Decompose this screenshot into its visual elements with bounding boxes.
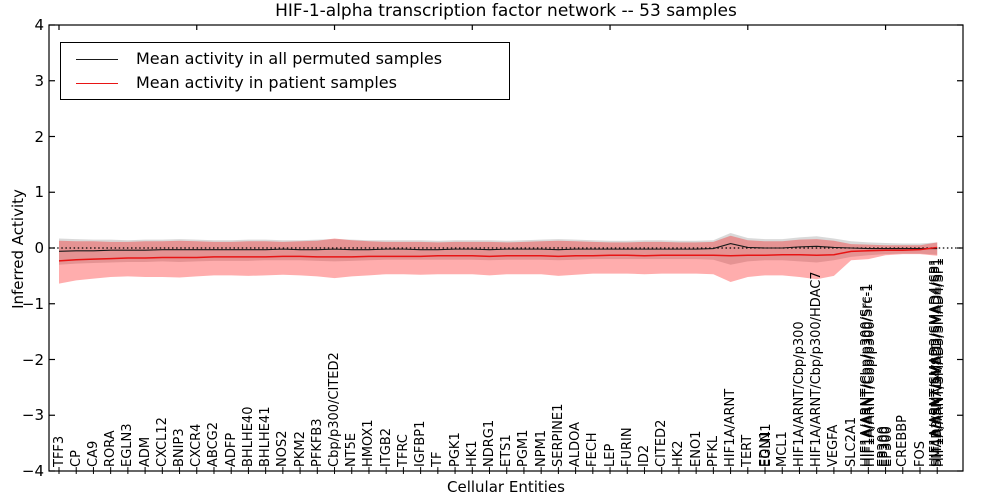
x-tick-label: FECH — [585, 432, 601, 467]
x-tick-label: RORA — [103, 430, 119, 467]
confidence-band — [59, 235, 938, 284]
x-tick-label: EGLN3 — [120, 423, 136, 467]
x-tick-label: PGK1 — [447, 432, 463, 467]
y-tick-label: 0 — [34, 239, 44, 257]
y-tick-label: −4 — [21, 462, 44, 480]
y-tick-label: 4 — [34, 16, 44, 34]
x-tick-label: HIF1A/ARNT — [723, 388, 739, 467]
x-tick-label: PKM2 — [292, 431, 308, 467]
x-tick-label: ETS1 — [499, 434, 515, 467]
x-tick-label: PGM1 — [516, 429, 532, 467]
x-tick-label: SLC2A1 — [843, 416, 859, 467]
x-tick-label: HK1 — [464, 440, 480, 467]
x-tick-label: MCL1 — [774, 431, 790, 467]
x-tick-label: CXCL12 — [154, 417, 170, 467]
x-tick-label: ALDOA — [568, 421, 584, 467]
y-tick-label: −1 — [21, 294, 44, 313]
y-tick-label: 2 — [34, 127, 44, 146]
x-tick-label: SERPINE1 — [550, 403, 566, 467]
x-tick-label: VEGFA — [826, 424, 842, 467]
x-tick-label: BHLHE40 — [240, 406, 256, 467]
legend-line-permuted-icon — [76, 58, 118, 60]
x-tick-label: CP — [68, 450, 84, 467]
y-tick-label: 3 — [34, 71, 44, 90]
x-tick-label: TFRC — [395, 434, 411, 467]
x-tick-label: ABCG2 — [206, 421, 222, 467]
x-tick-label: CREBBP — [895, 415, 911, 467]
x-tick-label: EP300 — [880, 426, 896, 467]
legend-label-patient: Mean activity in patient samples — [136, 73, 397, 92]
chart-title: HIF-1-alpha transcription factor network… — [275, 1, 737, 21]
x-tick-label: NOS2 — [275, 430, 291, 467]
x-tick-label: ITGB2 — [378, 427, 394, 467]
x-tick-label: FURIN — [619, 427, 635, 467]
x-tick-label: FOS — [912, 441, 928, 467]
x-tick-label: HK2 — [671, 440, 687, 467]
x-tick-label: NT5E — [344, 432, 360, 467]
x-tick-label: LEP — [602, 443, 618, 467]
legend-label-permuted: Mean activity in all permuted samples — [136, 49, 443, 68]
legend: Mean activity in all permuted samples Me… — [60, 42, 510, 100]
x-tick-label: NPM1 — [533, 429, 549, 467]
legend-item-patient: Mean activity in patient samples — [61, 73, 509, 93]
x-tick-label: ID2 — [636, 444, 652, 467]
x-tick-label: TERT — [740, 434, 756, 467]
x-tick-label: NDRG1 — [482, 419, 497, 467]
x-tick-label: ADM — [137, 436, 153, 467]
x-tick-label: BNIP3 — [172, 428, 188, 467]
x-tick-label: PFKFB3 — [309, 418, 325, 467]
x-tick-label: TFF3 — [51, 435, 67, 467]
legend-line-patient-icon — [76, 82, 118, 84]
x-tick-label: HIF1A/ARNT/Cbp/p300 — [791, 321, 807, 467]
x-axis-label: Cellular Entities — [447, 478, 565, 496]
x-tick-label: CXCR4 — [189, 423, 205, 467]
x-tick-label: BHLHE41 — [258, 406, 274, 467]
mean-line — [58, 242, 938, 252]
y-tick-label: 1 — [34, 183, 44, 202]
x-tick-label: HIF1A/ARNT/Cbp/p300/HDAC7 — [809, 271, 825, 467]
x-tick-label: CA9 — [85, 440, 101, 467]
x-tick-label: HMOX1 — [361, 419, 377, 467]
x-tick-label: ADFP — [223, 432, 239, 467]
x-tick-label: TF — [430, 451, 446, 467]
mean-line — [58, 246, 938, 262]
x-tick-label: IGFBP1 — [413, 420, 429, 467]
x-tick-label: SMAD3/SMAD4/SP1 — [929, 340, 945, 467]
x-tick-label: PFKL — [705, 435, 721, 467]
legend-item-permuted: Mean activity in all permuted samples — [61, 49, 509, 69]
x-tick-label: EGLN1 — [758, 423, 774, 467]
y-tick-label: −3 — [21, 406, 44, 425]
x-tick-label: HIF1A/ARNT/Cbp/p300 — [862, 321, 878, 467]
x-tick-label: CITED2 — [654, 419, 670, 467]
x-tick-label: Cbp/p300/CITED2 — [327, 352, 343, 467]
x-tick-label: ENO1 — [688, 430, 704, 467]
y-tick-label: −2 — [21, 350, 44, 369]
